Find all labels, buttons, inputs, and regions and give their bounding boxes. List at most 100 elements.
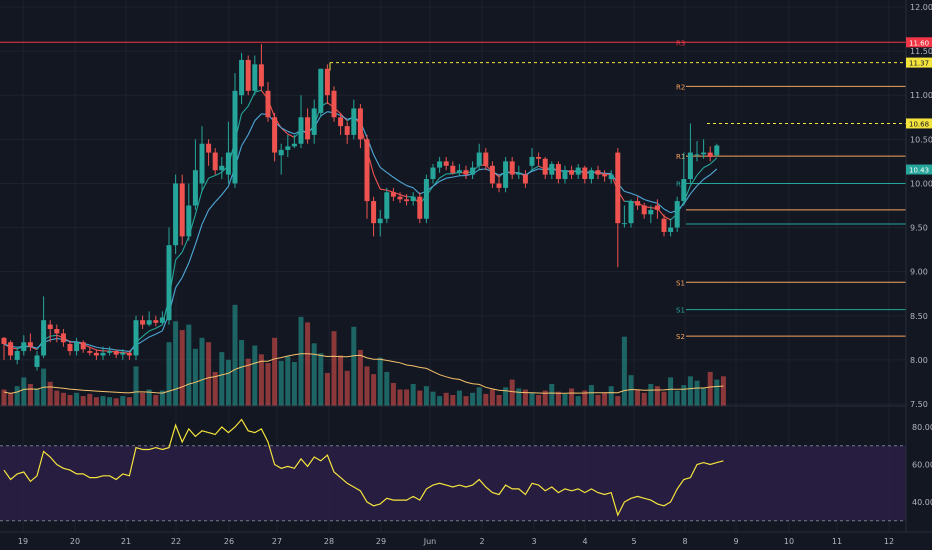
candle-body: [173, 183, 179, 246]
slow-ma-line: [393, 176, 401, 183]
candle-body: [423, 179, 429, 219]
candle-body: [219, 165, 225, 171]
volume-bar: [67, 395, 73, 406]
slow-ma-line: [181, 262, 190, 278]
candle-body: [668, 227, 674, 232]
candle-body: [582, 167, 588, 180]
time-tick-label: 2: [479, 537, 484, 546]
pivot-level-label: R1: [676, 180, 685, 188]
volume-bar: [291, 362, 297, 406]
volume-bar: [668, 377, 674, 406]
candle-body: [318, 68, 324, 113]
candle-body: [192, 170, 198, 206]
candle-body: [575, 167, 581, 175]
volume-bar: [186, 324, 192, 406]
candle-body: [476, 152, 482, 166]
candle-body: [470, 167, 476, 175]
volume-bar: [621, 336, 627, 406]
volume-bar: [483, 393, 489, 406]
time-axis[interactable]: 19 20 21 22 26 27 28 29 Jun 2 3 4 5 8 9 10 11 12: [18, 537, 894, 546]
slow-ma-line: [280, 127, 289, 132]
price-axis[interactable]: 12.00 11.50 11.00 10.50 10.00 9.50 9.00 8.50 8.0…: [910, 3, 932, 409]
candle-body: [232, 90, 238, 184]
fast-ma-line: [175, 251, 183, 261]
volume-bar: [120, 396, 126, 406]
volume-bar: [628, 375, 634, 406]
slow-ma-line: [109, 348, 117, 351]
volume-bar: [278, 360, 284, 406]
candle-body: [107, 351, 113, 353]
candle-body: [146, 320, 152, 325]
slow-ma-line: [254, 113, 262, 122]
volume-bar: [159, 390, 165, 406]
candle-body: [536, 156, 542, 159]
time-tick-label: 3: [531, 537, 536, 546]
rsi-series: [3, 418, 724, 517]
candle-body: [252, 64, 258, 91]
volume-bar: [489, 389, 495, 406]
candle-body: [199, 143, 205, 184]
candlesticks: [1, 44, 720, 371]
pivot-level-label: R2: [676, 83, 685, 91]
volume-bar: [714, 379, 720, 406]
volume-bar: [153, 395, 159, 406]
volume-bar: [648, 384, 654, 406]
candle-body: [463, 170, 469, 175]
slow-ma-line: [703, 174, 711, 180]
candle-body: [483, 152, 489, 166]
candle-body: [549, 164, 555, 175]
volume-bar: [463, 396, 469, 406]
candle-body: [602, 174, 608, 177]
volume-bar: [437, 396, 443, 406]
price-tags: 11.60 11.37 10.68 10.43: [906, 37, 932, 175]
time-tick-label: 5: [631, 537, 636, 546]
slow-ma-line: [320, 111, 328, 117]
candle-body: [562, 170, 568, 180]
price-tag: [906, 37, 932, 48]
volume-bar: [140, 392, 146, 406]
volume-bar: [443, 392, 449, 406]
volume-bar: [602, 392, 608, 406]
volume-bar: [430, 391, 436, 406]
candle-body: [555, 164, 561, 180]
candle-body: [87, 351, 93, 353]
fast-ma-line: [50, 334, 57, 337]
volume-bar: [74, 392, 80, 406]
volume-bar: [390, 382, 396, 406]
candle-body: [272, 117, 278, 153]
candle-body: [417, 196, 423, 219]
volume-bar: [674, 390, 680, 406]
pivot-level-label: S1: [676, 279, 685, 287]
slow-ma-line: [446, 176, 453, 179]
volume-bar: [522, 389, 528, 406]
volume-bar: [456, 390, 462, 406]
candle-body: [34, 355, 40, 367]
volume-bar: [694, 380, 700, 406]
fast-ma-line: [208, 174, 216, 179]
candle-body: [701, 152, 707, 155]
volume-bar: [60, 392, 66, 406]
slow-ma-line: [624, 190, 632, 194]
volume-bar: [608, 386, 614, 406]
slow-ma-line: [406, 185, 414, 189]
volume-bar: [562, 393, 568, 406]
candle-body: [27, 342, 33, 347]
price-tick-label: 7.50: [910, 400, 928, 409]
candle-body: [305, 117, 311, 140]
fast-ma-line: [96, 349, 104, 352]
slow-ma-line: [479, 168, 486, 171]
candle-body: [344, 126, 350, 135]
slow-ma-line: [221, 185, 229, 196]
rsi-axis[interactable]: 80.00 60.00 40.00: [912, 423, 932, 507]
candle-body: [140, 320, 146, 325]
fast-ma-line: [380, 188, 387, 191]
price-tick-label: 11.00: [910, 91, 932, 100]
candle-body: [298, 117, 304, 144]
candle-body: [384, 192, 390, 219]
volume-bar: [470, 392, 476, 406]
candle-body: [694, 154, 700, 156]
volume-bar: [225, 359, 231, 406]
rsi-line: [3, 418, 724, 517]
volume-bar: [324, 373, 330, 406]
